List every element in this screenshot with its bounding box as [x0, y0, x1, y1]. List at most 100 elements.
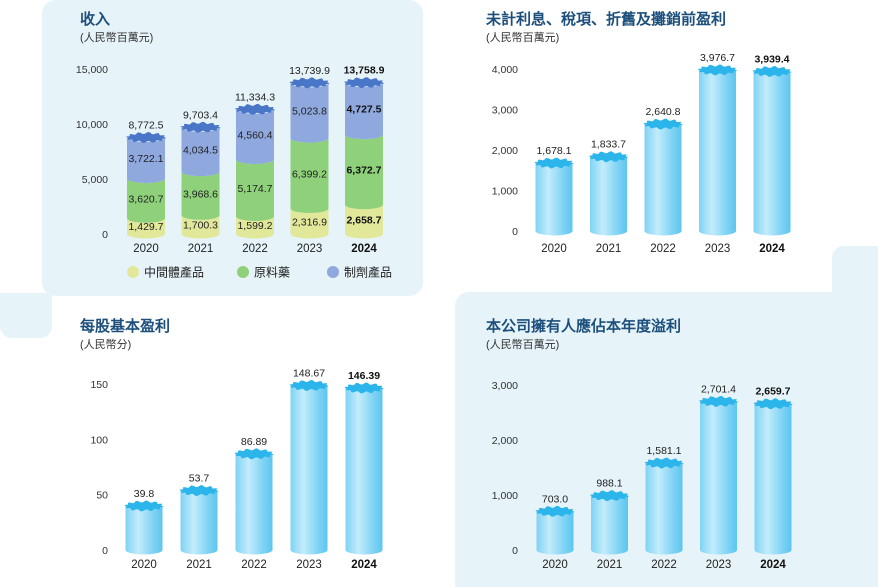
- bar-cap: [753, 398, 793, 410]
- segment-value-label: 1,599.2: [237, 220, 272, 232]
- bar-cap: [344, 382, 384, 394]
- y-tick-label: 2,000: [492, 435, 518, 447]
- bar-cap: [289, 380, 329, 391]
- revenue-plot: 0 5,000 10,000 15,000 1,429.7 3,620.7 3,722.1 8…: [76, 64, 392, 280]
- value-label: 86.89: [241, 436, 267, 448]
- bar-cap: [589, 490, 630, 502]
- segment-value-label: 3,968.6: [183, 188, 218, 200]
- y-tick-label: 0: [512, 226, 518, 238]
- stack-cap: [289, 77, 330, 89]
- x-tick-label: 2024: [351, 243, 377, 255]
- segment-value-label: 3,722.1: [128, 153, 163, 165]
- bar-cap: [534, 157, 574, 169]
- stack-cap: [180, 121, 221, 133]
- value-label: 703.0: [542, 493, 568, 505]
- y-tick-label: 1,000: [492, 490, 518, 502]
- legend-label: 中間體產品: [144, 265, 204, 280]
- stack-cap: [125, 132, 167, 143]
- bar: [644, 124, 682, 236]
- y-tick-label: 150: [90, 379, 108, 391]
- value-label: 3,939.4: [754, 53, 789, 65]
- value-label: 2,640.8: [645, 106, 680, 118]
- value-label: 1,678.1: [536, 145, 571, 157]
- stack-segment: [290, 82, 329, 143]
- stack-segment: [127, 137, 165, 183]
- x-tick-label: 2024: [760, 559, 786, 571]
- stack-segment: [345, 204, 383, 239]
- bar: [535, 163, 573, 236]
- bar: [699, 69, 736, 236]
- total-value-label: 11,334.3: [235, 91, 275, 103]
- total-value-label: 8,772.5: [128, 120, 163, 132]
- x-tick-label: 2020: [541, 243, 567, 255]
- eps-chart: 每股基本盈利 (人民幣分) 0 50 100 150 39.8 2020 53.7 2021 8…: [0, 300, 440, 587]
- y-tick-label: 0: [102, 229, 108, 241]
- profit-subtitle: (人民幣百萬元): [486, 339, 560, 351]
- segment-value-label: 4,034.5: [183, 144, 218, 156]
- eps-title: 每股基本盈利: [80, 318, 171, 335]
- stack-segment: [236, 109, 274, 164]
- bar-cap: [698, 395, 739, 407]
- value-label: 146.39: [348, 370, 380, 382]
- y-tick-label: 100: [90, 434, 108, 446]
- bar-cap: [697, 64, 738, 76]
- y-tick-label: 3,000: [492, 105, 518, 117]
- bar-cap: [643, 118, 683, 130]
- total-value-label: 9,703.4: [183, 109, 218, 121]
- bar: [290, 385, 328, 555]
- y-tick-label: 4,000: [492, 64, 518, 76]
- x-tick-label: 2022: [242, 243, 268, 255]
- y-tick-label: 0: [512, 545, 518, 557]
- bar-cap: [124, 500, 164, 512]
- total-value-label: 13,739.9: [289, 65, 330, 77]
- legend-label: 原料藥: [254, 266, 290, 280]
- x-tick-label: 2023: [296, 559, 322, 571]
- panel-bg-revenue-tab: [0, 293, 52, 338]
- x-tick-label: 2023: [705, 243, 731, 255]
- bar: [235, 453, 273, 555]
- bar-cap: [752, 65, 792, 77]
- stack-segment: [181, 127, 220, 177]
- value-label: 39.8: [134, 488, 155, 500]
- y-tick-label: 15,000: [76, 64, 108, 76]
- revenue-title: 收入: [80, 11, 111, 28]
- segment-value-label: 3,620.7: [128, 193, 163, 205]
- ebitda-chart: 未計利息、稅項、折舊及攤銷前盈利 (人民幣百萬元) 0 1,000 2,000 3,0…: [440, 0, 878, 270]
- y-tick-label: 10,000: [76, 119, 108, 131]
- value-label: 148.67: [293, 367, 325, 379]
- bar: [536, 511, 574, 555]
- bar: [645, 463, 683, 555]
- ebitda-title: 未計利息、稅項、折舊及攤銷前盈利: [486, 11, 727, 28]
- ebitda-plot: 0 1,000 2,000 3,000 4,000 1,678.1 2020 1,833.7 2…: [492, 52, 792, 255]
- stack-segment: [127, 178, 165, 223]
- stack-segment: [345, 134, 383, 210]
- profit-title: 本公司擁有人應佔本年度溢利: [486, 318, 682, 335]
- bar: [754, 403, 792, 555]
- x-tick-label: 2024: [759, 243, 785, 255]
- profit-plot: 0 1,000 2,000 3,000 703.0 2020 988.1 2021 1,581.…: [492, 380, 793, 571]
- stack-segment: [181, 171, 220, 220]
- value-label: 2,701.4: [701, 383, 736, 395]
- segment-value-label: 2,316.9: [292, 216, 327, 228]
- x-tick-label: 2024: [351, 559, 377, 571]
- x-tick-label: 2021: [188, 243, 214, 255]
- bar-cap: [644, 457, 684, 469]
- value-label: 3,976.7: [700, 52, 735, 64]
- stack-segment: [345, 82, 383, 140]
- x-tick-label: 2022: [650, 243, 676, 255]
- x-tick-label: 2022: [241, 559, 267, 571]
- stack-segment: [290, 138, 329, 214]
- ebitda-subtitle: (人民幣百萬元): [486, 32, 560, 44]
- stack-segment: [290, 208, 329, 239]
- x-tick-label: 2021: [596, 243, 622, 255]
- bar: [591, 495, 628, 555]
- segment-value-label: 6,372.7: [346, 165, 381, 177]
- x-tick-label: 2023: [706, 559, 732, 571]
- stack-segment: [181, 215, 220, 239]
- x-tick-label: 2023: [297, 243, 323, 255]
- value-label: 53.7: [189, 473, 210, 485]
- bar: [590, 156, 627, 236]
- y-tick-label: 5,000: [82, 174, 108, 186]
- segment-value-label: 5,023.8: [292, 105, 327, 117]
- segment-value-label: 4,560.4: [237, 129, 272, 141]
